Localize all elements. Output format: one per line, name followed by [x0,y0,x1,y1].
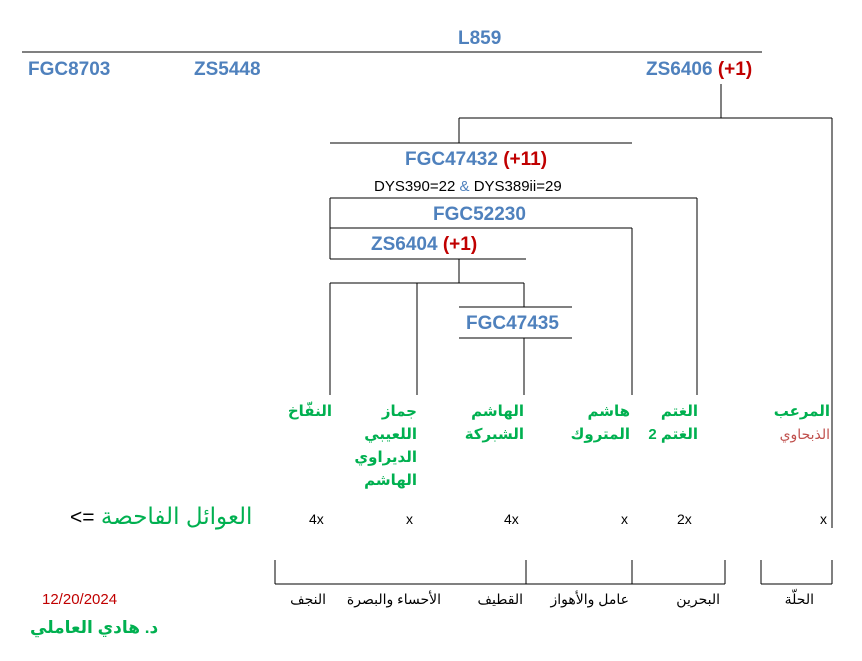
family-line: الهاشم [364,472,417,489]
snp-fgc47432-label: FGC47432 (+11) [405,149,547,171]
region-label: البحرين [676,591,720,607]
footer-date: 12/20/2024 [42,591,118,608]
family-line: النفّاخ [287,403,332,420]
snp-fgc47435-label: FGC47435 [466,313,559,334]
family-line: الديراوي [354,449,417,466]
family-line: الغتم 2 [648,426,698,443]
family-line: المتروك [570,426,630,443]
snp-zs6404-label: ZS6404 (+1) [371,234,477,256]
family-line: جماز [381,403,417,420]
family-hashem-matrouk: هاشم المتروك [571,400,630,446]
dys390-value: DYS390=22 [374,178,456,195]
snp-fgc47432-count: (+11) [503,149,548,170]
snp-zs6404-name: ZS6404 [371,234,438,255]
legend-label: العوائل الفاحصة [100,503,253,529]
legend-arrow: <= [70,506,95,529]
family-line: الشبركة [464,426,524,443]
family-nakhkhakh: النفّاخ [288,400,332,423]
region-label: الحلّة [784,591,814,607]
snp-zs6406-count: (+1) [717,59,753,80]
snp-zs5448-label: ZS5448 [194,59,261,80]
family-hashem-shabaka: الهاشم الشبركة [465,400,524,446]
family-multiplier: x [621,511,628,527]
family-subline: الذبحاوي [779,426,830,442]
snp-zs6406-name: ZS6406 [646,59,713,80]
dys389ii-value: DYS389ii=29 [473,178,562,195]
family-line: المرعب [773,403,830,420]
family-ghatam: الغتم الغتم 2 [648,400,698,446]
family-multiplier: 2x [677,511,692,527]
snp-zs6406-label: ZS6406 (+1) [646,59,752,81]
region-label: الأحساء والبصرة [346,591,441,607]
family-multiplier: x [406,511,413,527]
dys-ampersand: & [459,178,470,195]
dys-markers-label: DYS390=22 & DYS389ii=29 [374,178,562,195]
family-jammaz: جماز اللعيبي الديراوي الهاشم [354,400,417,492]
family-murab: المرعب الذبحاوي [774,400,830,446]
family-multiplier: x [820,511,827,527]
footer-author: د. هادي العاملي [30,618,159,637]
family-line: الغتم [660,403,698,420]
region-label: النجف [290,591,326,607]
family-line: الهاشم [471,403,524,420]
family-line: اللعيبي [364,426,417,443]
tested-families-legend: العوائل الفاحصة <= [70,503,252,530]
snp-zs6404-count: (+1) [442,234,478,255]
snp-fgc52230-label: FGC52230 [433,204,526,225]
family-line: هاشم [587,403,630,420]
region-label: عامل والأهواز [550,591,629,607]
family-multiplier: 4x [309,511,324,527]
region-label: القطيف [477,591,523,607]
snp-fgc47432-name: FGC47432 [405,149,498,170]
snp-fgc8703-label: FGC8703 [28,59,111,80]
snp-root-label: L859 [458,28,502,49]
family-multiplier: 4x [504,511,519,527]
